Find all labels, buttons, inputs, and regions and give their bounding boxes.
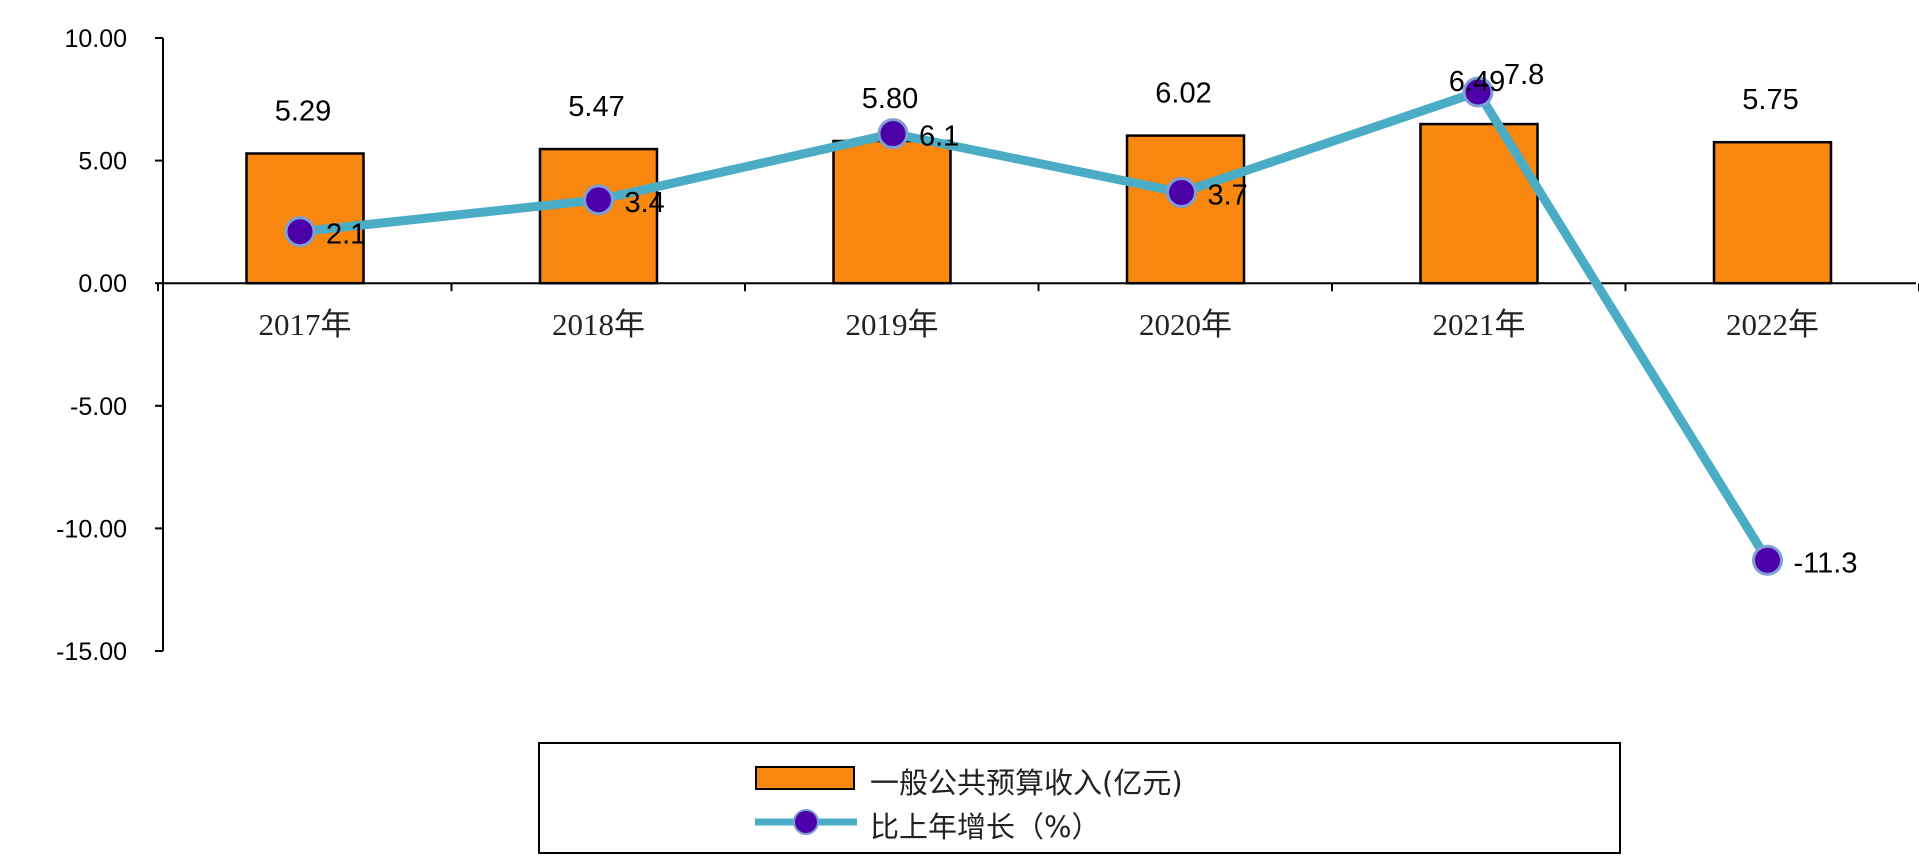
bar-value-label: 5.75 — [1742, 84, 1798, 116]
bar-value-label: 5.29 — [275, 95, 331, 127]
data-labels: 5.29 5.47 5.80 6.02 6.49 5.75 2.1 3.4 6.1 3.7 7.8 -… — [275, 59, 1858, 579]
line-value-label: 3.4 — [625, 187, 665, 219]
series-line — [299, 87, 1772, 563]
y-tick-label: -15.00 — [56, 638, 127, 666]
line-value-label: 6.1 — [919, 121, 959, 153]
line-point — [284, 216, 316, 248]
line-point — [583, 184, 614, 216]
x-tick-label: 2022年 — [1726, 307, 1819, 342]
x-tick-label: 2019年 — [846, 307, 939, 342]
bar — [1712, 140, 1833, 285]
bar-series — [245, 122, 1833, 285]
line-point — [1462, 76, 1494, 108]
line-point — [877, 118, 909, 150]
legend-line-label: 比上年增长（%） — [870, 810, 1101, 844]
line-value-label: 7.8 — [1504, 59, 1544, 91]
bar — [832, 139, 952, 285]
bar-value-label: 6.49 — [1449, 66, 1505, 98]
bar-value-label: 6.02 — [1155, 78, 1211, 110]
y-tick-label: -5.00 — [70, 393, 127, 421]
legend-bar-label: 一般公共预算收入(亿元) — [870, 766, 1183, 800]
y-tick-label: 5.00 — [78, 148, 127, 176]
legend: 一般公共预算收入(亿元) 比上年增长（%） — [538, 742, 1621, 854]
x-tick-label: 2017年 — [259, 307, 352, 342]
bar — [1125, 134, 1246, 285]
y-tick-label: 0.00 — [78, 270, 127, 298]
line-value-label: 3.7 — [1208, 179, 1248, 211]
bar — [538, 147, 659, 285]
y-tick-label: -10.00 — [56, 515, 127, 543]
x-tick-label: 2018年 — [552, 307, 645, 342]
x-axis: 2017年 2018年 2019年 2020年 2021年 2022年 — [157, 282, 1919, 342]
y-axis: 10.00 5.00 0.00 -5.00 -10.00 -15.00 — [56, 25, 164, 666]
line-point — [1752, 544, 1783, 576]
bar — [1419, 122, 1539, 285]
line-series — [284, 76, 1783, 576]
legend-line-swatch — [755, 809, 857, 835]
legend-bar-swatch — [755, 766, 855, 790]
line-point — [1166, 176, 1197, 208]
x-tick-label: 2020年 — [1139, 307, 1232, 342]
line-value-label: 2.1 — [326, 219, 366, 251]
x-tick-label: 2021年 — [1433, 307, 1526, 342]
bar-value-label: 5.47 — [568, 91, 624, 123]
y-tick-label: 10.00 — [64, 25, 127, 53]
bar-value-label: 5.80 — [862, 83, 918, 115]
line-value-label: -11.3 — [1794, 547, 1858, 579]
